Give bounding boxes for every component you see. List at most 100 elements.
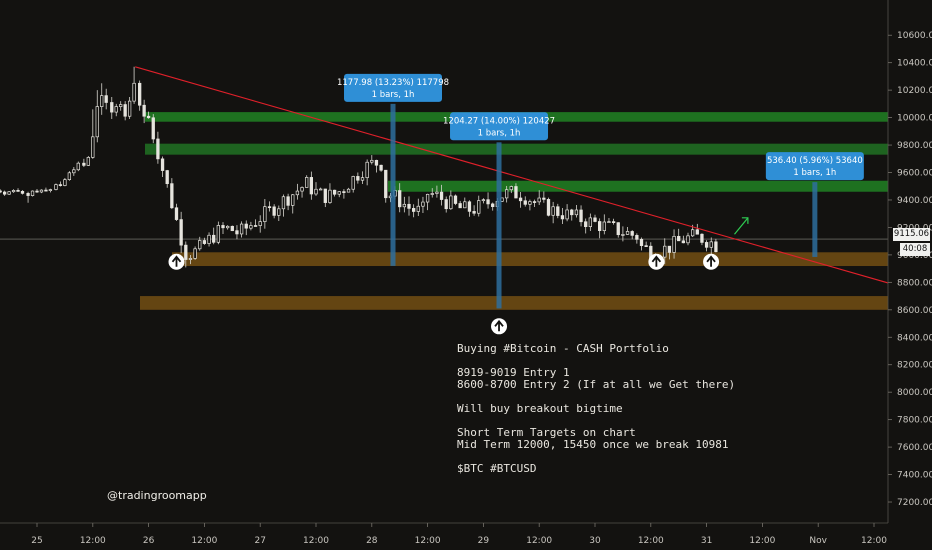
candle — [216, 225, 221, 243]
y-tick-label: 9600.00 — [897, 169, 932, 179]
candle — [505, 189, 509, 199]
measurements-layer: 1177.98 (13.23%) 117798 1 bars, 1h 1204.27… — [337, 73, 864, 309]
candle — [677, 235, 681, 242]
candle — [138, 82, 142, 106]
candle — [556, 206, 560, 216]
measure-tooltip-bars: 1 bars, 1h — [793, 168, 836, 178]
candle — [402, 203, 406, 208]
candle — [309, 177, 313, 195]
candle — [193, 248, 197, 259]
candle — [267, 206, 272, 209]
candle — [174, 207, 179, 220]
measure-tooltip-value: 536.40 (5.96%) 53640 — [767, 156, 863, 166]
candle — [449, 195, 453, 210]
candle — [593, 217, 597, 222]
candle — [300, 187, 304, 192]
candle — [151, 117, 155, 140]
candle — [72, 169, 76, 174]
candle — [188, 258, 193, 260]
candle — [244, 223, 248, 229]
candle — [584, 221, 588, 227]
candle — [67, 172, 72, 181]
candle — [104, 95, 108, 103]
y-tick-label: 8200.00 — [897, 361, 932, 371]
y-tick-label: 7400.00 — [897, 471, 932, 481]
candle — [110, 102, 114, 113]
candle — [439, 191, 444, 200]
y-tick-label: 7800.00 — [897, 416, 932, 426]
candle — [272, 206, 276, 216]
candle — [616, 222, 620, 236]
x-tick-label: 12:00 — [638, 536, 664, 546]
entry-arrow-glyph — [651, 255, 662, 267]
resistance-zone — [388, 180, 888, 192]
y-tick-label: 8400.00 — [897, 333, 932, 343]
candle — [416, 205, 420, 212]
candle — [574, 209, 579, 216]
x-tick-label: 12:00 — [80, 536, 106, 546]
candle — [570, 209, 574, 216]
x-tick-label: 12:00 — [861, 536, 887, 546]
candle — [281, 196, 286, 210]
candle — [119, 104, 123, 107]
candle — [239, 223, 244, 235]
candle — [463, 201, 467, 209]
candle — [127, 100, 132, 117]
breakout-arrow-icon — [734, 217, 749, 235]
candle — [435, 191, 439, 194]
y-tick-label: 8600.00 — [897, 306, 932, 316]
candle — [207, 234, 211, 244]
candle — [370, 159, 374, 163]
resistance-trendline — [135, 66, 891, 285]
measure-bar — [390, 103, 396, 266]
author-handle: @tradingroomapp — [107, 489, 207, 502]
candle — [291, 194, 295, 206]
candle — [198, 240, 202, 250]
candle — [16, 190, 20, 192]
candle — [704, 242, 709, 248]
candle — [477, 200, 481, 214]
candle — [295, 190, 300, 196]
candle — [249, 225, 253, 229]
candle — [607, 221, 611, 223]
y-axis-panel — [888, 0, 932, 550]
candle — [365, 161, 369, 179]
candle — [579, 209, 583, 223]
candle — [314, 188, 318, 195]
y-tick-label: 7600.00 — [897, 443, 932, 453]
y-tick-label: 10000.00 — [897, 114, 932, 124]
candle — [35, 190, 39, 193]
resistance-zone — [145, 143, 888, 155]
candle — [48, 189, 53, 191]
x-tick-label: 30 — [589, 536, 601, 546]
candle — [26, 193, 30, 196]
candle — [453, 195, 458, 204]
candle — [226, 225, 230, 229]
candle — [384, 169, 388, 199]
candle — [407, 203, 411, 209]
y-tick-label: 7200.00 — [897, 498, 932, 508]
y-tick-label: 9400.00 — [897, 196, 932, 206]
candle — [2, 191, 7, 195]
candles-layer — [0, 66, 718, 268]
candle — [700, 233, 704, 243]
x-tick-label: 28 — [366, 536, 378, 546]
x-tick-label: 12:00 — [303, 536, 329, 546]
y-tick-label: 8000.00 — [897, 388, 932, 398]
candle — [277, 208, 281, 216]
note-line: 8600-8700 Entry 2 (If at all we Get ther… — [457, 378, 736, 391]
candle — [230, 225, 234, 232]
candle — [184, 244, 188, 260]
measure-bar — [496, 142, 502, 309]
candle — [690, 229, 695, 237]
candle — [160, 158, 165, 171]
x-tick-label: 25 — [31, 536, 42, 546]
candle — [430, 193, 434, 195]
candle — [179, 219, 183, 246]
candle — [542, 197, 546, 200]
candle — [597, 221, 602, 231]
trendline-layer — [135, 66, 891, 285]
candle — [509, 186, 513, 191]
candle — [551, 206, 555, 216]
